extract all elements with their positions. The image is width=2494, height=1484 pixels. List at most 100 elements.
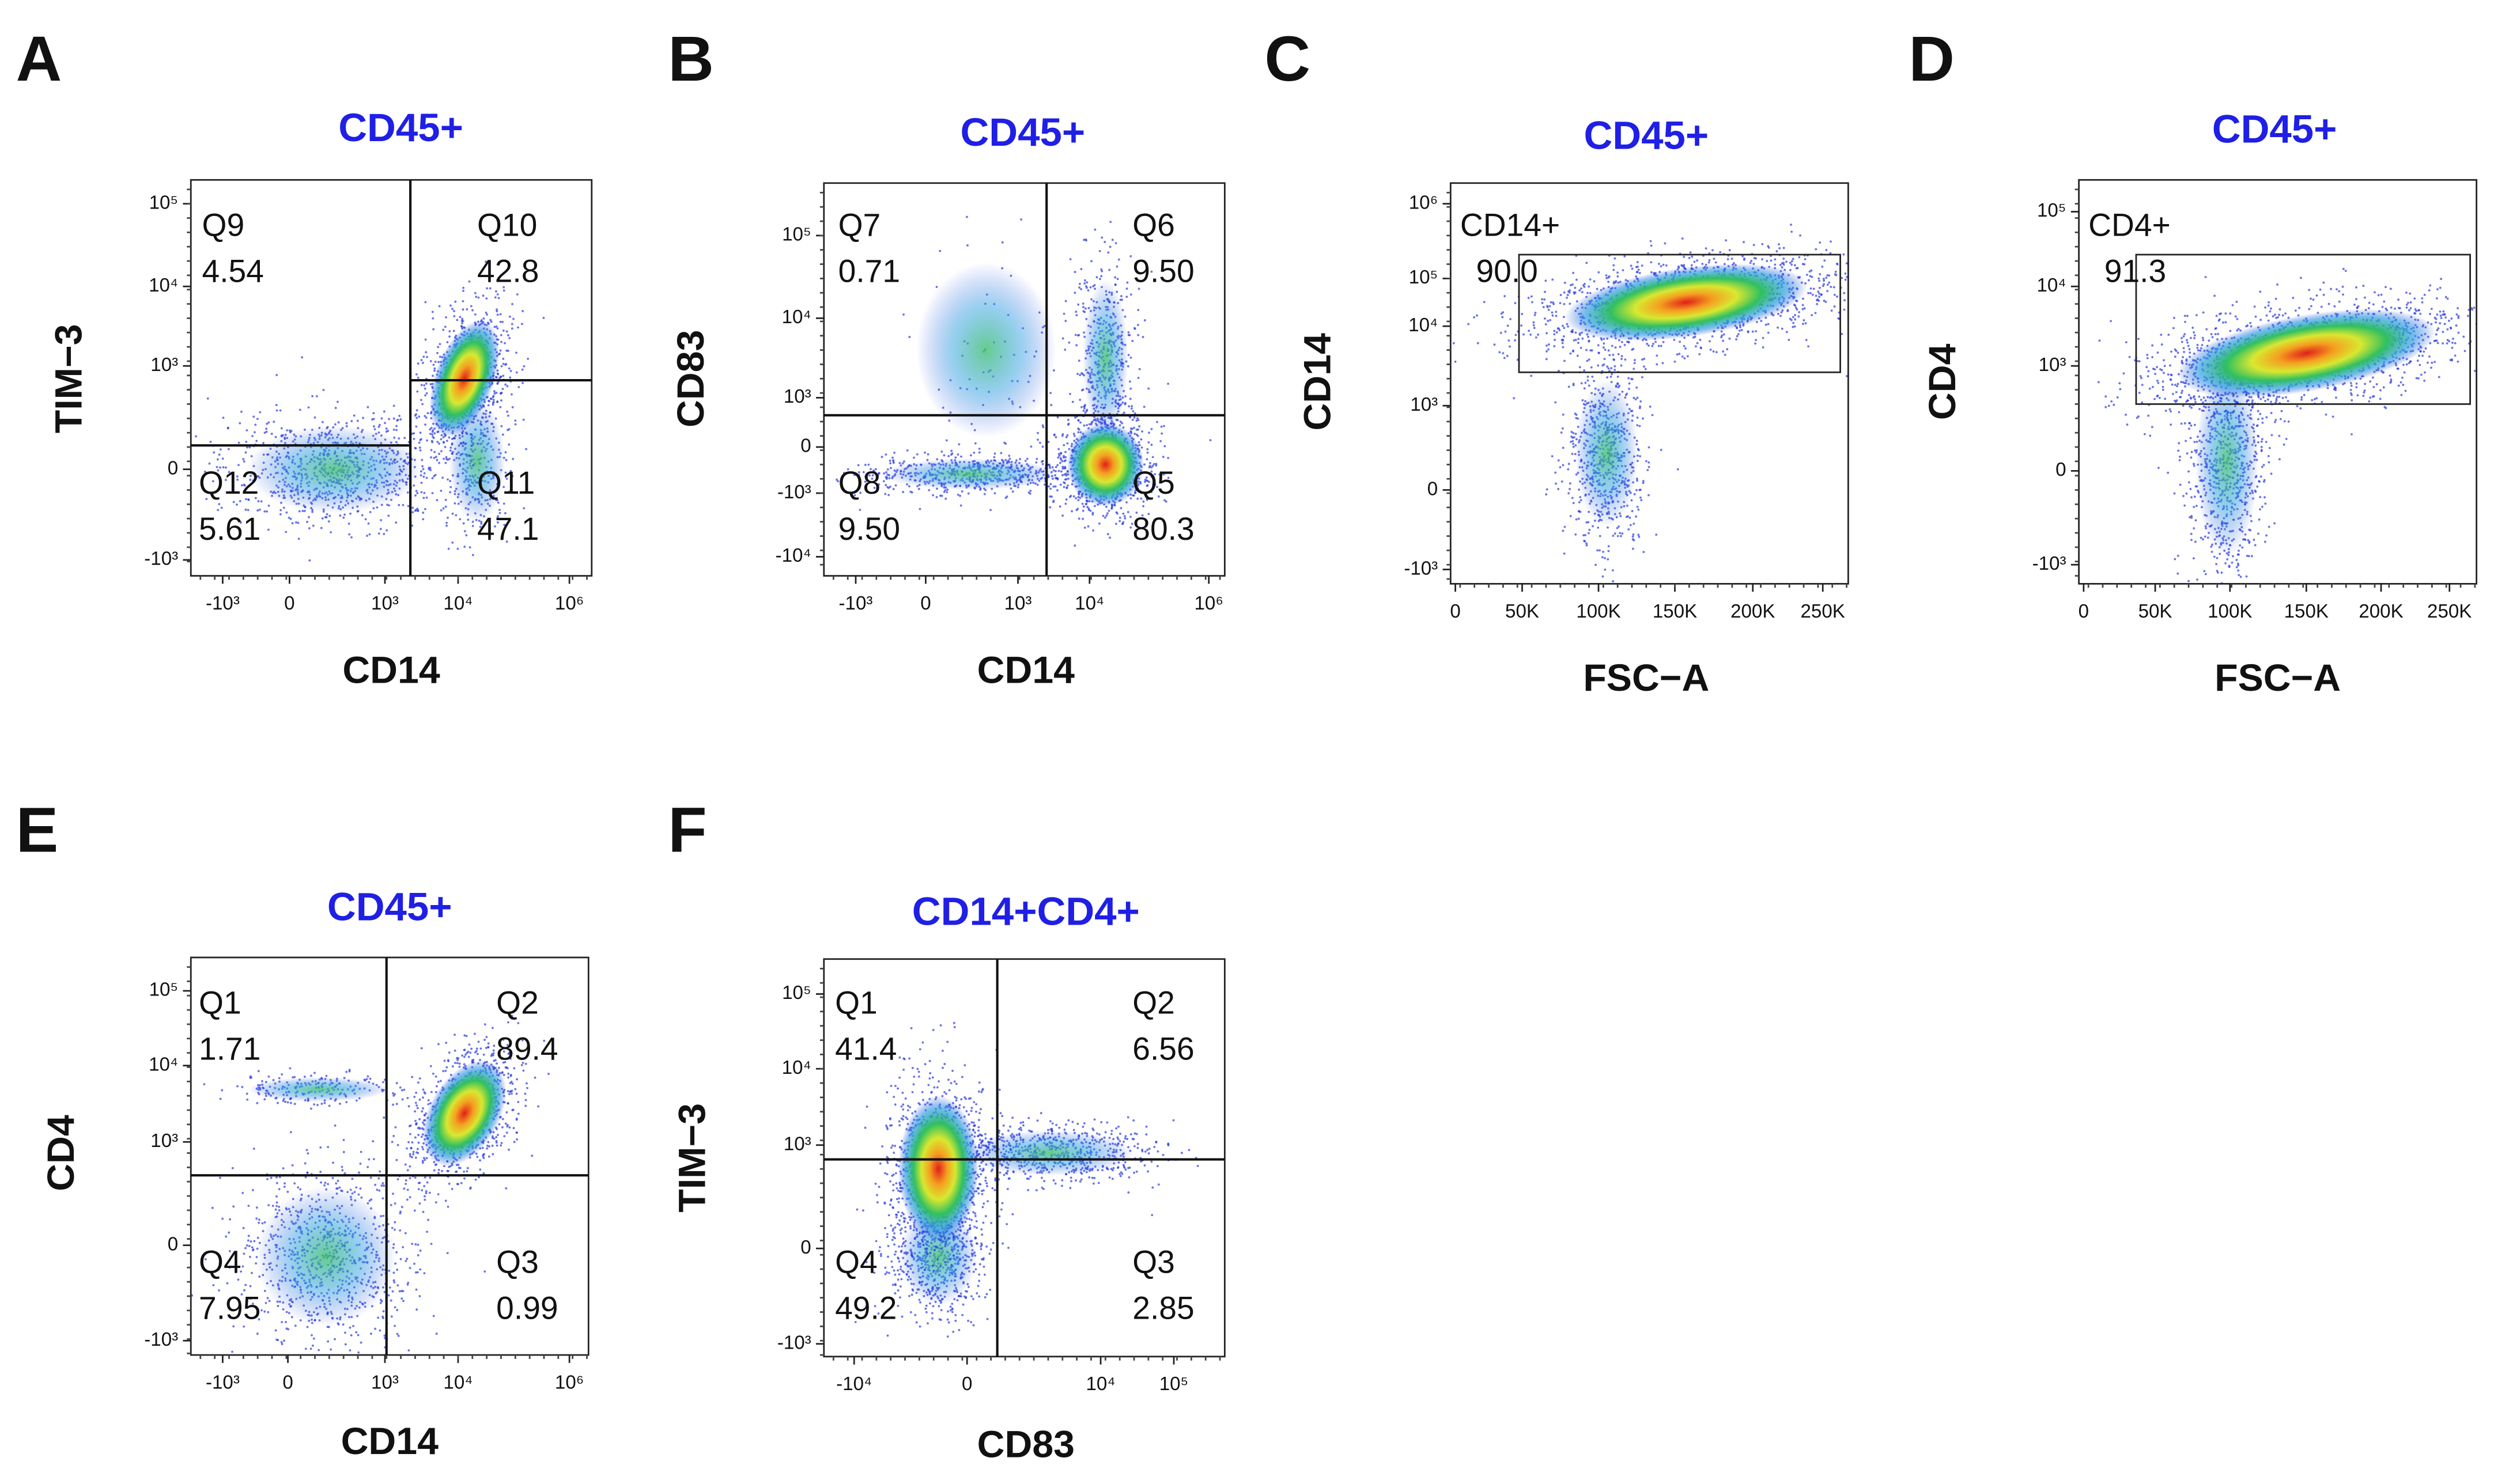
event-dot [420, 491, 423, 494]
event-dot [1163, 445, 1166, 448]
event-dot [502, 286, 505, 289]
event-dot [465, 534, 468, 537]
event-dot [1136, 434, 1139, 437]
event-dot [1165, 500, 1167, 503]
event-dot [434, 474, 437, 476]
event-dot [1647, 446, 1650, 449]
event-dot [1004, 459, 1007, 461]
event-dot [1150, 475, 1153, 478]
event-dot [1049, 483, 1052, 486]
event-dot [1601, 556, 1604, 559]
event-dot [1631, 535, 1634, 538]
event-dot [500, 392, 502, 395]
event-dot [1626, 392, 1628, 395]
event-dot [1638, 536, 1641, 538]
event-dot [1627, 377, 1630, 380]
event-dot [236, 478, 239, 481]
event-dot [366, 535, 368, 537]
event-dot [489, 411, 492, 414]
event-dot [424, 423, 427, 426]
event-dot [1097, 419, 1099, 422]
event-dot [1072, 495, 1075, 498]
event-dot [1156, 421, 1158, 423]
event-dot [1155, 464, 1158, 467]
event-dot [1086, 281, 1089, 284]
event-dot [415, 409, 418, 412]
gate-name: Q8 [838, 465, 881, 501]
event-dot [291, 522, 294, 525]
event-dot [422, 512, 425, 514]
event-dot [1000, 452, 1003, 455]
event-dot [259, 411, 262, 414]
event-dot [388, 504, 391, 507]
event-dot [1129, 387, 1132, 390]
event-dot [1104, 516, 1106, 519]
event-dot [517, 326, 519, 329]
event-dot [422, 355, 425, 358]
gate-name: Q10 [477, 207, 537, 243]
event-dot [497, 521, 499, 524]
event-dot [1049, 392, 1052, 395]
event-dot [496, 310, 498, 313]
event-dot [1035, 461, 1038, 464]
event-dot [451, 308, 454, 311]
event-dot [298, 408, 301, 411]
event-dot [372, 425, 375, 428]
event-dot [1093, 407, 1095, 410]
event-dot [1129, 356, 1132, 359]
event-dot [1636, 424, 1639, 427]
event-dot [1624, 358, 1627, 361]
event-dot [892, 460, 895, 463]
event-dot [1076, 373, 1079, 375]
y-tick-label: 10³ [784, 386, 811, 407]
gate-percent: 42.8 [477, 253, 539, 289]
event-dot [1060, 458, 1063, 461]
event-dot [1128, 405, 1131, 408]
event-dot [447, 478, 449, 481]
event-dot [1128, 380, 1131, 383]
event-dot [453, 310, 455, 312]
event-dot [494, 290, 497, 293]
event-dot [440, 450, 443, 453]
event-dot [1123, 515, 1126, 517]
event-dot [1048, 485, 1050, 488]
event-dot [1081, 502, 1084, 505]
event-dot [1084, 411, 1087, 414]
event-dot [1137, 419, 1140, 421]
event-dot [266, 510, 269, 513]
event-dot [417, 509, 420, 512]
event-dot [947, 455, 950, 457]
event-dot [308, 516, 310, 518]
panel-letter: A [16, 24, 62, 94]
event-dot [1578, 366, 1581, 369]
event-dot [490, 320, 493, 323]
event-dot [1041, 445, 1044, 448]
event-dot [266, 422, 269, 425]
event-dot [1078, 282, 1081, 285]
event-dot [240, 410, 243, 413]
event-dot [1001, 241, 1004, 244]
event-dot [1053, 433, 1056, 436]
event-dot [436, 459, 439, 461]
event-dot [495, 325, 498, 328]
event-dot [226, 427, 229, 430]
event-dot [1633, 493, 1636, 495]
event-dot [504, 471, 507, 474]
event-dot [1555, 482, 1557, 485]
event-dot [489, 319, 492, 321]
event-dot [474, 313, 477, 316]
event-dot [372, 412, 375, 415]
event-dot [445, 524, 448, 527]
event-dot [927, 453, 929, 456]
event-dot [1588, 528, 1591, 531]
event-dot [301, 510, 304, 512]
event-dot [1616, 535, 1619, 537]
event-dot [1148, 466, 1151, 468]
event-dot [1655, 533, 1658, 536]
event-dot [1056, 477, 1059, 480]
event-dot [219, 466, 221, 469]
x-tick-label: -10³ [206, 593, 240, 614]
event-dot [1030, 445, 1033, 448]
event-dot [348, 533, 351, 536]
event-dot [967, 492, 970, 495]
